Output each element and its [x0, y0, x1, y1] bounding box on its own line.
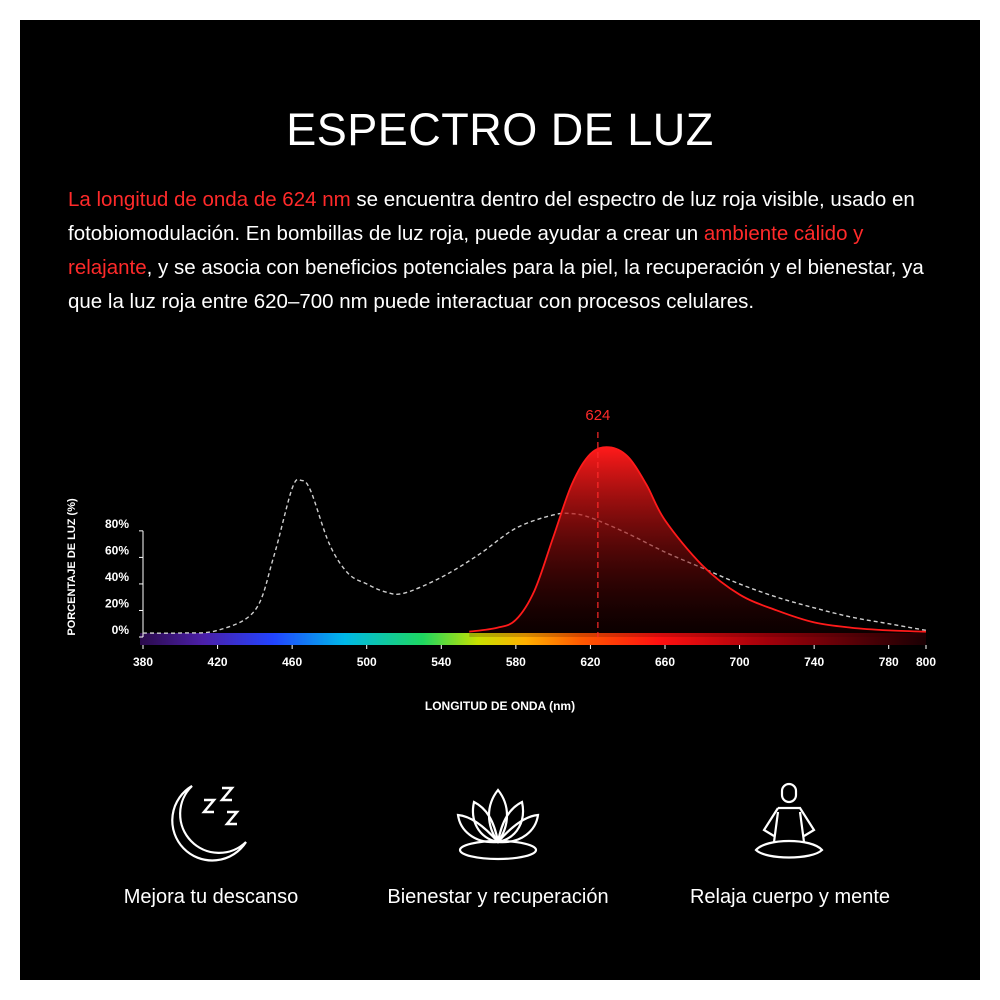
y-tick-label: 60% [105, 544, 129, 558]
x-tick-label: 660 [655, 655, 675, 669]
title: ESPECTRO DE LUZ [286, 104, 714, 155]
x-tick-label: 780 [879, 655, 899, 669]
y-tick-label: 0% [112, 623, 130, 637]
area [469, 447, 926, 637]
paragraph-segment: , y se asocia con beneficios potenciales… [68, 256, 924, 313]
line [142, 478, 927, 634]
paragraph-segment: se encuentra dentro del espectro de luz … [68, 188, 915, 245]
icon-meditation [754, 782, 824, 859]
feature-label: Mejora tu descanso [123, 886, 299, 908]
y-axis-label: PORCENTAJE DE LUZ (%) [66, 498, 78, 636]
paragraph-segment: ambiente cálido y relajante [68, 222, 864, 279]
x-tick-label: 580 [506, 655, 526, 669]
y-tick-label: 40% [105, 570, 129, 584]
x-axis-label: LONGITUD DE ONDA (nm) [425, 699, 575, 713]
y-tick-label: 80% [105, 517, 129, 531]
x-tick-label: 740 [804, 655, 824, 669]
x-tick-label: 500 [357, 655, 377, 669]
paragraph: La longitud de onda de 624 nm se encuent… [68, 183, 948, 319]
feature-label: Relaja cuerpo y mente [689, 886, 891, 908]
x-tick-label: 420 [208, 655, 228, 669]
annotation-label: 624 [585, 407, 610, 424]
y-tick-label: 20% [105, 597, 129, 611]
icon-lotus [456, 788, 540, 861]
x-tick-label: 540 [431, 655, 451, 669]
icon-moon [171, 785, 247, 862]
x-tick-label: 700 [730, 655, 750, 669]
x-tick-label: 460 [282, 655, 302, 669]
feature-label: Bienestar y recuperación [387, 886, 609, 908]
x-tick-label: 380 [133, 655, 153, 669]
x-tick-label: 620 [580, 655, 600, 669]
x-tick-label: 800 [916, 655, 936, 669]
paragraph-segment: La longitud de onda de 624 nm [68, 188, 351, 211]
line [469, 446, 927, 633]
